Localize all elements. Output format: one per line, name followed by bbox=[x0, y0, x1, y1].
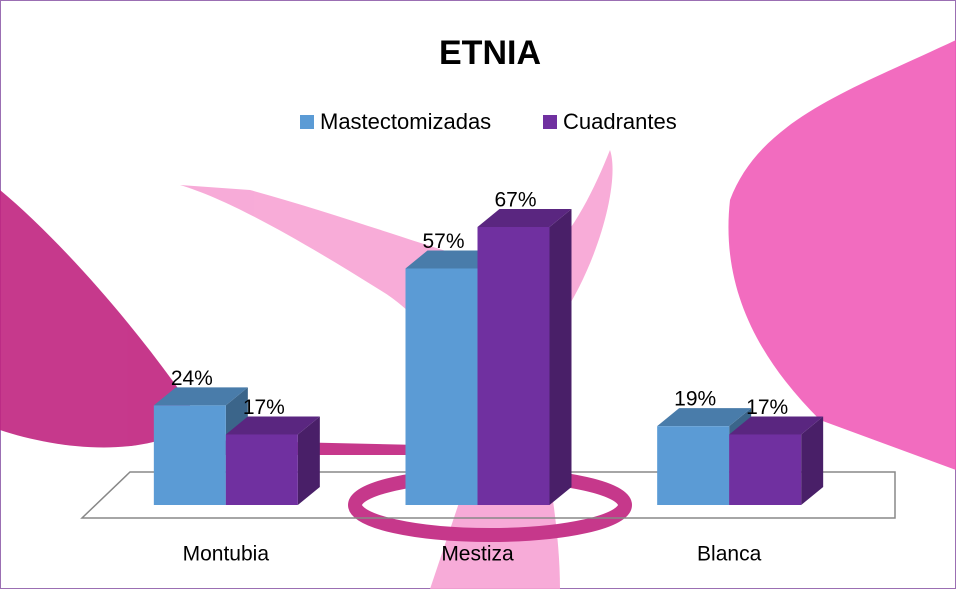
floor bbox=[80, 471, 896, 519]
legend-swatch bbox=[300, 115, 314, 129]
data-label: 17% bbox=[243, 396, 285, 419]
bar-face bbox=[405, 250, 500, 269]
bg-shape bbox=[0, 190, 200, 448]
x-tick-label: Mestiza bbox=[441, 543, 514, 566]
legend-label: Cuadrantes bbox=[563, 109, 677, 134]
bar-face bbox=[729, 434, 802, 505]
bar-face bbox=[477, 209, 572, 227]
bar-face bbox=[297, 416, 320, 505]
bar-face bbox=[153, 387, 248, 406]
bar bbox=[477, 209, 572, 505]
bar-face bbox=[225, 416, 320, 435]
data-label: 57% bbox=[422, 230, 464, 253]
x-tick-label: Blanca bbox=[697, 543, 762, 566]
bar bbox=[729, 416, 824, 505]
data-label: 17% bbox=[746, 396, 788, 419]
bar-face bbox=[657, 408, 752, 427]
bar-face bbox=[225, 434, 298, 505]
bar-face bbox=[549, 209, 572, 505]
bar-face bbox=[801, 416, 824, 505]
bar-face bbox=[153, 405, 226, 505]
x-tick-label: Montubia bbox=[183, 543, 270, 566]
bg-shape bbox=[728, 40, 956, 470]
bar-face bbox=[657, 426, 730, 505]
bar-face bbox=[477, 227, 550, 505]
bar bbox=[225, 416, 320, 505]
data-label: 24% bbox=[171, 367, 213, 390]
data-label: 19% bbox=[674, 388, 716, 411]
bar-face bbox=[729, 416, 824, 435]
bar-face bbox=[405, 268, 478, 505]
chart-title: ETNIA bbox=[439, 34, 541, 72]
data-label: 67% bbox=[494, 189, 536, 212]
legend-swatch bbox=[543, 115, 557, 129]
legend-label: Mastectomizadas bbox=[320, 109, 491, 134]
